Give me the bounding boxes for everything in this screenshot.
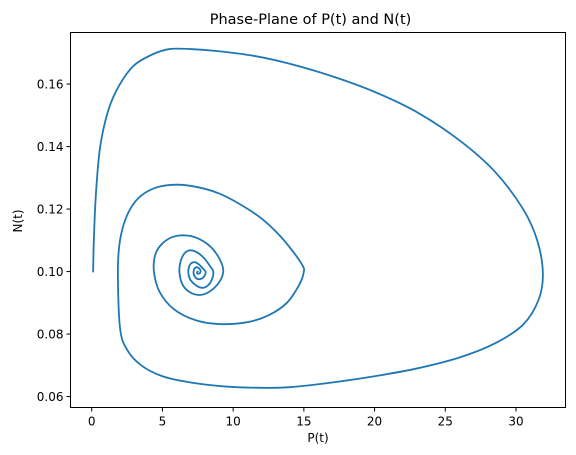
x-tick-label: 0	[88, 415, 96, 429]
x-tick-label: 30	[508, 415, 523, 429]
y-tick-label: 0.10	[37, 265, 64, 279]
x-tick-label: 10	[226, 415, 241, 429]
y-tick-label: 0.06	[37, 390, 64, 404]
x-tick-label: 25	[438, 415, 453, 429]
x-tick-label: 5	[159, 415, 167, 429]
y-axis-label: N(t)	[11, 209, 25, 232]
plot-area	[92, 47, 544, 389]
y-tick-label: 0.08	[37, 327, 64, 341]
x-tick-label: 20	[367, 415, 382, 429]
y-tick-label: 0.14	[37, 140, 64, 154]
plot-frame	[70, 32, 566, 408]
y-tick-label: 0.16	[37, 77, 64, 91]
chart-title: Phase-Plane of P(t) and N(t)	[210, 12, 412, 28]
y-axis: 0.06 0.08 0.10 0.12 0.14 0.16	[37, 77, 71, 404]
trajectory-line	[92, 47, 544, 389]
x-axis: 0 5 10 15 20 25 30	[88, 407, 524, 429]
y-tick-label: 0.12	[37, 202, 64, 216]
x-tick-label: 15	[296, 415, 311, 429]
x-axis-label: P(t)	[307, 431, 328, 445]
